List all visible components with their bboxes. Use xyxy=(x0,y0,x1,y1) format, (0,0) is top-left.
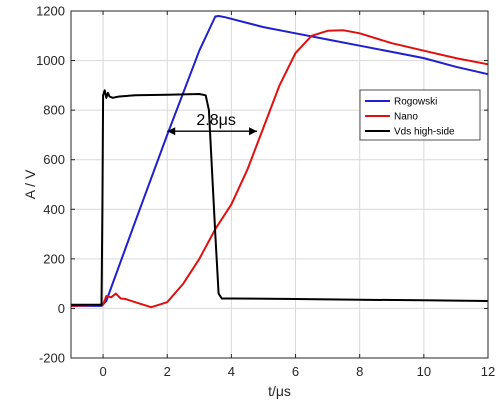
legend-label: Nano xyxy=(394,112,418,123)
tick-marks xyxy=(71,10,489,359)
y-tick-label: 800 xyxy=(43,103,65,118)
x-tick-label: 12 xyxy=(481,364,495,379)
axes-box xyxy=(70,10,489,359)
annotation-arrowhead-right xyxy=(249,127,258,136)
y-tick-label: 400 xyxy=(43,202,65,217)
tick-labels: 0 2 4 6 8 10 12 -200 0 200 400 600 800 1000 1200 xyxy=(36,4,495,380)
legend-label: Rogowski xyxy=(394,97,437,108)
series-line-nano xyxy=(70,29,489,309)
series-layer xyxy=(70,15,489,309)
x-tick-label: 2 xyxy=(164,364,171,379)
y-tick-label: 1200 xyxy=(36,4,65,19)
x-tick-label: 8 xyxy=(356,364,363,379)
legend: Rogowski Nano Vds high-side xyxy=(359,89,481,141)
series-line-rogowski xyxy=(71,15,489,307)
x-tick-label: 6 xyxy=(292,364,299,379)
y-tick-label: -200 xyxy=(39,351,65,366)
x-tick-label: 0 xyxy=(99,364,106,379)
series-line-vds-high-side xyxy=(71,89,489,306)
y-tick-label: 0 xyxy=(58,301,65,316)
y-tick-label: 1000 xyxy=(36,53,65,68)
x-axis-label: t/μs xyxy=(268,383,291,399)
annotation-arrowhead-left xyxy=(167,127,176,136)
x-tick-label: 4 xyxy=(228,364,235,379)
annotation-layer: 2.8μs xyxy=(167,112,258,136)
y-axis-label: A / V xyxy=(22,169,38,199)
legend-label: Vds high-side xyxy=(394,127,455,138)
annotation-label: 2.8μs xyxy=(196,112,235,129)
x-tick-label: 10 xyxy=(417,364,431,379)
y-tick-label: 600 xyxy=(43,152,65,167)
y-tick-label: 200 xyxy=(43,251,65,266)
